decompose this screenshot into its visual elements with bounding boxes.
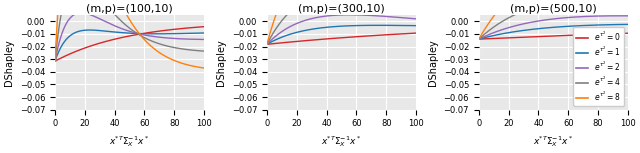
Title: (m,p)=(100,10): (m,p)=(100,10) <box>86 4 173 14</box>
Legend: $e^{\tau^2}=0$, $e^{\tau^2}=1$, $e^{\tau^2}=2$, $e^{\tau^2}=4$, $e^{\tau^2}=8$: $e^{\tau^2}=0$, $e^{\tau^2}=1$, $e^{\tau… <box>573 27 624 106</box>
X-axis label: $x^{*T}\Sigma_X^{-1}x^*$: $x^{*T}\Sigma_X^{-1}x^*$ <box>533 134 573 149</box>
Y-axis label: DShapley: DShapley <box>4 39 14 86</box>
Title: (m,p)=(500,10): (m,p)=(500,10) <box>510 4 596 14</box>
Y-axis label: DShapley: DShapley <box>216 39 226 86</box>
Y-axis label: DShapley: DShapley <box>428 39 438 86</box>
Title: (m,p)=(300,10): (m,p)=(300,10) <box>298 4 385 14</box>
X-axis label: $x^{*T}\Sigma_X^{-1}x^*$: $x^{*T}\Sigma_X^{-1}x^*$ <box>109 134 150 149</box>
X-axis label: $x^{*T}\Sigma_X^{-1}x^*$: $x^{*T}\Sigma_X^{-1}x^*$ <box>321 134 362 149</box>
